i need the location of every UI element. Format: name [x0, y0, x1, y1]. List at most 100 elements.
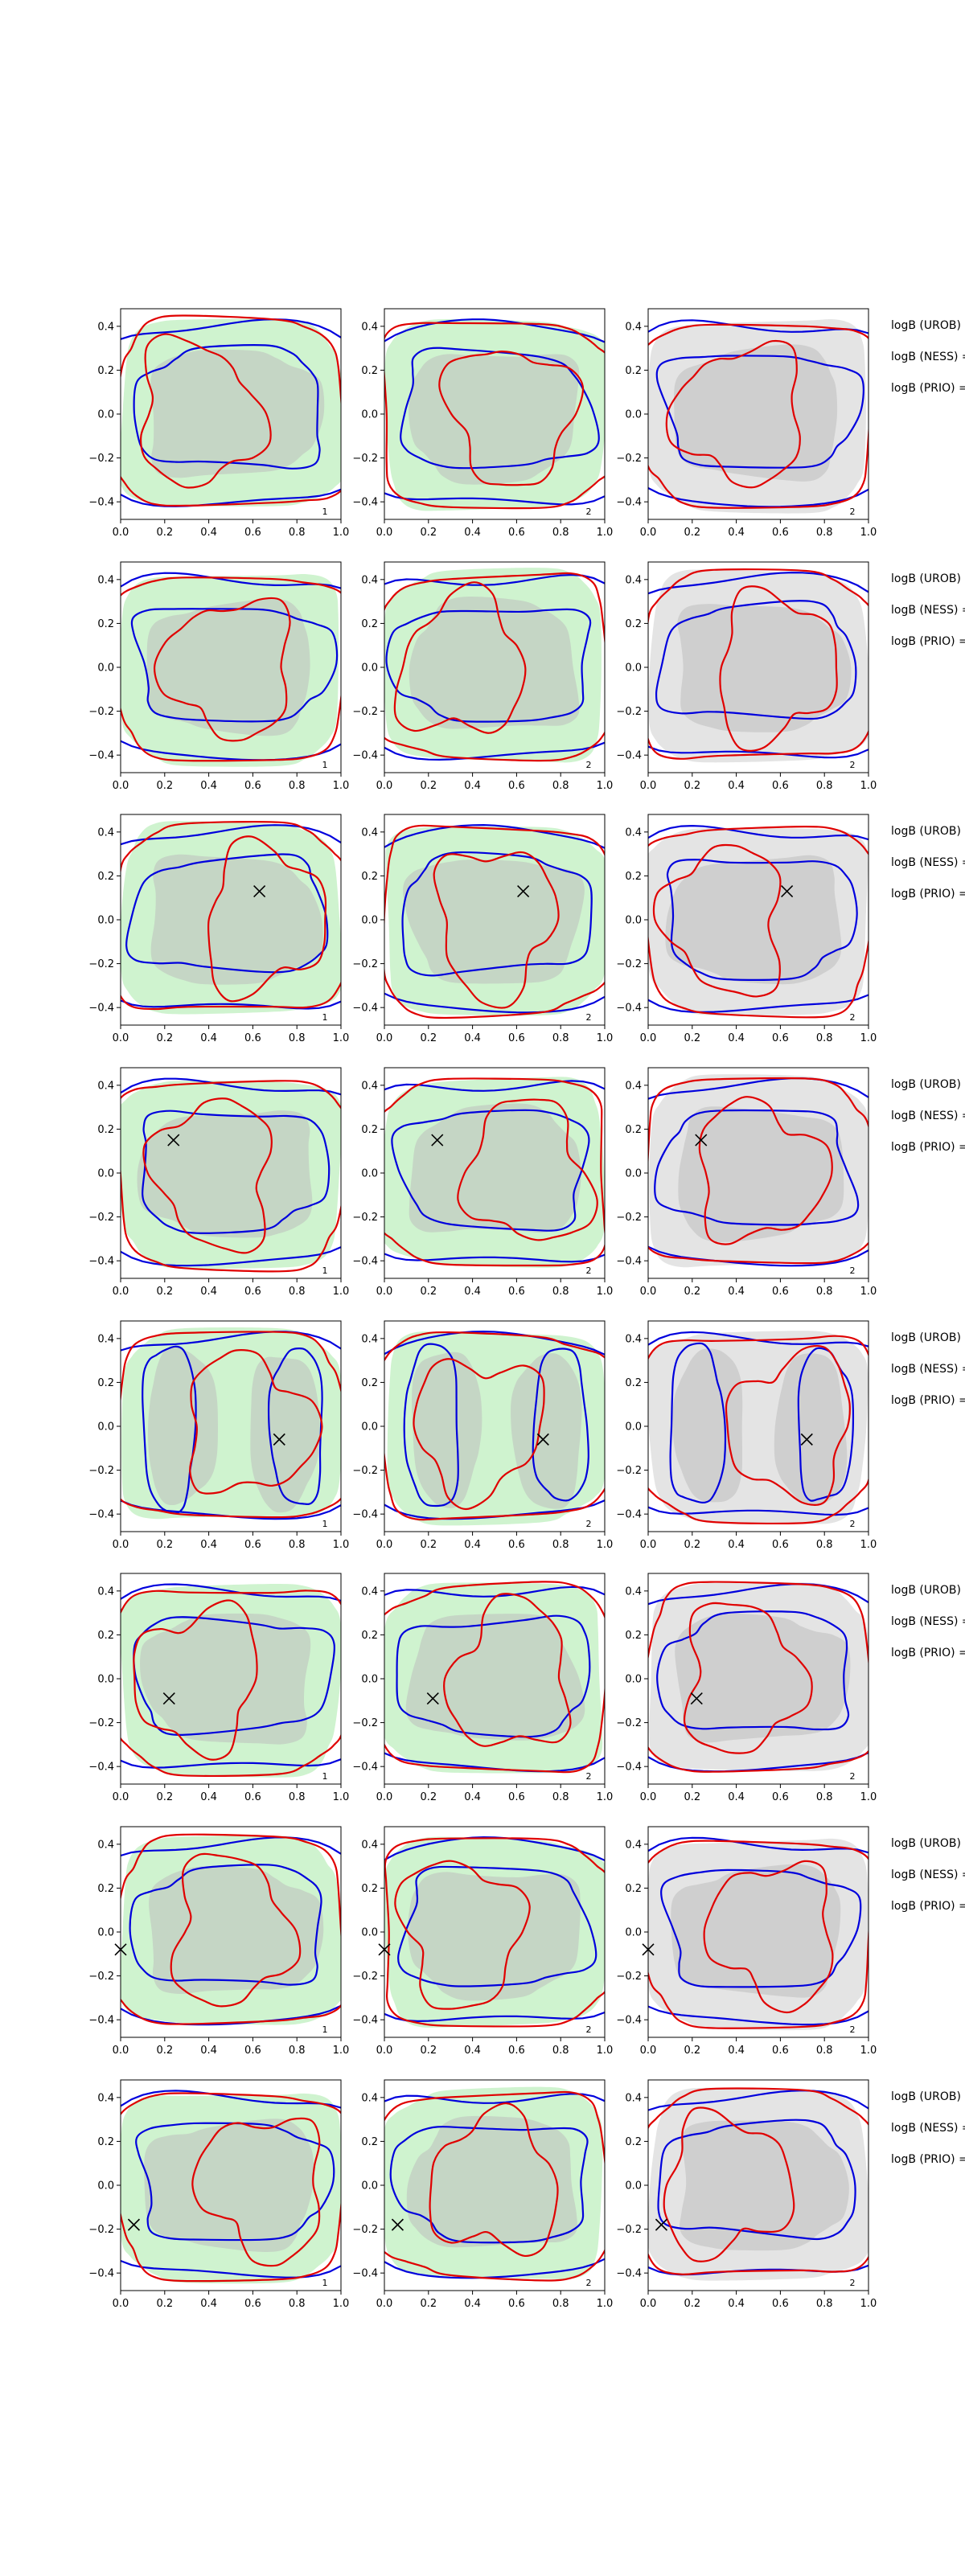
panel-plot-area	[121, 1583, 341, 1778]
panel-plot-area	[384, 823, 605, 1019]
x-tick-label: 0.8	[289, 1539, 306, 1551]
x-tick-label: 1.0	[597, 2045, 614, 2057]
legend-label: logB (UROB) =	[891, 825, 965, 838]
row-legend-r5: logB (UROB) = logB (NESS) = logB (PRIO) =	[891, 1331, 965, 1407]
y-tick-label: 0.0	[361, 409, 378, 421]
x-tick-label: 0.2	[156, 2045, 173, 2057]
red-contour-line	[121, 314, 341, 507]
blue-contour-line	[391, 1109, 590, 1232]
x-tick-label: 1.0	[860, 2045, 877, 2057]
x-tick-label: 0.4	[464, 1032, 481, 1044]
x-tick-label: 0.6	[772, 2045, 789, 2057]
y-tick-label: −0.4	[616, 2268, 642, 2280]
x-tick-label: 0.4	[200, 1539, 217, 1551]
inner-density-fill	[150, 349, 325, 478]
x-tick-label: 0.6	[772, 1791, 789, 1803]
panel-id-label: 1	[322, 1771, 328, 1782]
x-tick-label: 0.8	[816, 1286, 833, 1298]
y-tick-label: −0.4	[88, 2268, 114, 2280]
y-tick-label: 0.2	[625, 1377, 642, 1389]
blue-contour-line	[648, 571, 868, 595]
blue-contour-line	[389, 2126, 589, 2244]
blue-contour-line	[121, 488, 341, 507]
y-tick-label: −0.4	[616, 1256, 642, 1268]
x-tick-label: 0.4	[200, 1032, 217, 1044]
blue-contour-line	[648, 1583, 868, 1606]
red-contour-line	[648, 1077, 868, 1265]
y-tick-label: −0.2	[352, 2224, 378, 2236]
y-tick-label: 0.0	[97, 662, 114, 675]
x-tick-label: 0.6	[508, 1791, 525, 1803]
red-contour-line	[393, 581, 527, 734]
y-tick-label: 0.4	[625, 1839, 642, 1851]
red-contour-line	[648, 1335, 868, 1525]
red-contour-line	[384, 322, 605, 510]
panel-id-label: 2	[850, 1265, 856, 1276]
x-tick-label: 0.0	[640, 1539, 657, 1551]
legend-label: logB (UROB) =	[891, 2090, 965, 2103]
legend-label: logB (NESS) =	[891, 351, 965, 363]
x-marker	[167, 1134, 180, 1146]
legend-label: logB (UROB) =	[891, 319, 965, 332]
x-tick-label: 0.6	[772, 1539, 789, 1551]
y-tick-label: −0.4	[88, 2015, 114, 2027]
x-tick-label: 1.0	[333, 527, 350, 539]
x-tick-label: 0.6	[772, 1032, 789, 1044]
blue-contour-line	[648, 487, 868, 508]
y-tick-label: 0.4	[625, 1080, 642, 1092]
x-tick-label: 0.0	[640, 1032, 657, 1044]
x-tick-label: 0.0	[640, 2298, 657, 2310]
red-contour-line	[648, 2087, 868, 2275]
red-contour-line	[648, 568, 868, 760]
x-tick-label: 0.0	[376, 780, 393, 792]
y-tick-label: 0.0	[97, 2180, 114, 2192]
red-contour-line	[121, 821, 341, 1011]
red-contour-line	[443, 1593, 572, 1747]
y-tick-label: 0.2	[625, 618, 642, 630]
inner-density-fill	[150, 854, 323, 985]
blue-contour-line	[400, 347, 600, 470]
inner-density-fill	[137, 1110, 313, 1238]
blue-contour-line	[142, 1345, 197, 1515]
y-tick-label: 0.2	[361, 618, 378, 630]
x-tick-label: 1.0	[333, 1286, 350, 1298]
y-tick-label: 0.0	[625, 1927, 642, 1939]
blue-contour-line	[648, 2090, 868, 2111]
panel-r7-c2: 2 0.0 0.2 0.4 0.6 0.8 1.0 0.4 0.2 0.0 −0.2 −0.4	[352, 1826, 614, 2057]
x-tick-label: 0.2	[156, 1539, 173, 1551]
x-tick-label: 0.2	[420, 1791, 437, 1803]
x-tick-label: 0.6	[244, 2045, 261, 2057]
x-tick-label: 0.4	[728, 1791, 745, 1803]
y-tick-label: 0.2	[361, 365, 378, 377]
y-tick-label: −0.4	[616, 2015, 642, 2027]
panel-plot-area	[121, 572, 341, 767]
x-tick-label: 0.6	[508, 527, 525, 539]
x-tick-label: 0.8	[552, 1539, 569, 1551]
inner-density-fill	[677, 604, 852, 732]
red-contour-line	[121, 1589, 341, 1777]
y-tick-label: 0.0	[97, 1674, 114, 1686]
panel-plot-area	[648, 1074, 868, 1268]
legend-label: logB (NESS) =	[891, 856, 965, 869]
x-tick-label: 1.0	[597, 1791, 614, 1803]
red-contour-line	[153, 597, 291, 742]
x-tick-label: 0.4	[728, 2045, 745, 2057]
red-contour-line	[703, 1860, 834, 2014]
x-tick-label: 0.0	[640, 1791, 657, 1803]
legend-label: logB (PRIO) =	[891, 635, 965, 648]
inner-density-fill	[403, 859, 585, 984]
panel-id-label: 1	[322, 760, 328, 770]
red-contour-line	[121, 1331, 341, 1519]
y-tick-label: −0.4	[352, 1256, 378, 1268]
panel-r7-c3: 2 0.0 0.2 0.4 0.6 0.8 1.0 0.4 0.2 0.0 −0.2 −0.4	[616, 1826, 877, 2057]
panel-id-label: 1	[322, 1012, 328, 1023]
y-tick-label: −0.4	[352, 497, 378, 509]
y-tick-label: 0.0	[97, 1927, 114, 1939]
x-tick-label: 0.4	[464, 2045, 481, 2057]
x-tick-label: 0.0	[113, 2045, 129, 2057]
x-tick-label: 0.2	[420, 2045, 437, 2057]
y-tick-label: 0.4	[97, 1333, 114, 1345]
x-tick-label: 1.0	[333, 780, 350, 792]
red-contour-line	[394, 1860, 531, 2010]
blue-contour-line	[532, 1347, 589, 1502]
